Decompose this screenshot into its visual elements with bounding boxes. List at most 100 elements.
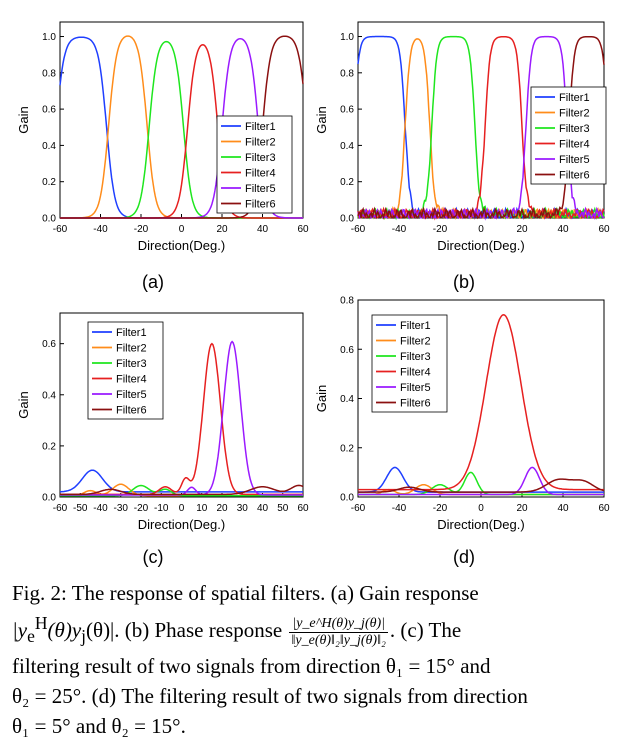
- legend-label: Filter6: [559, 170, 590, 182]
- series-line-filter6: [357, 35, 605, 220]
- x-axis-label: Direction(Deg.): [138, 238, 225, 253]
- x-axis-label: Direction(Deg.): [138, 517, 225, 532]
- x-tick-label: 20: [216, 224, 228, 235]
- x-tick-label: 60: [297, 503, 309, 514]
- legend-label: Filter2: [559, 108, 590, 120]
- y-tick-label: 0.2: [42, 177, 56, 188]
- y-axis-label: Gain: [16, 391, 31, 418]
- x-tick-label: -20: [134, 503, 149, 514]
- subfigure-label: (b): [453, 272, 475, 292]
- x-tick-label: 40: [557, 503, 569, 514]
- y-tick-label: 0.0: [42, 214, 56, 225]
- x-tick-label: -60: [351, 224, 366, 235]
- caption-line-1: Fig. 2: The response of spatial filters.…: [12, 581, 479, 605]
- legend-label: Filter4: [116, 374, 147, 386]
- legend-label: Filter2: [245, 137, 276, 149]
- legend-label: Filter2: [116, 343, 147, 355]
- legend-label: Filter3: [559, 123, 590, 135]
- x-tick-label: -40: [93, 503, 108, 514]
- y-axis-label: Gain: [314, 385, 329, 412]
- caption-line-4: θ₂ = 25°. (d) The filtering result of tw…: [12, 684, 528, 709]
- x-tick-label: 20: [516, 503, 528, 514]
- phase-fraction: |y_e^H(θ)y_j(θ)| ‖y_e(θ)‖₂‖y_j(θ)‖₂: [289, 616, 388, 649]
- legend: Filter1 Filter2 Filter3 Filter4 Filter5 Filte…: [530, 86, 607, 185]
- legend-label: Filter1: [559, 92, 590, 104]
- y-tick-label: 0.0: [340, 493, 354, 504]
- y-tick-label: 0.6: [42, 105, 56, 116]
- legend-label: Filter1: [400, 320, 431, 332]
- y-tick-label: 0.6: [42, 339, 56, 350]
- x-axis-label: Direction(Deg.): [437, 238, 524, 253]
- phase-fraction-den: ‖y_e(θ)‖₂‖y_j(θ)‖₂: [291, 632, 386, 648]
- x-tick-label: 20: [516, 224, 528, 235]
- legend-label: Filter4: [559, 139, 590, 151]
- y-tick-label: 0.2: [340, 443, 354, 454]
- y-tick-label: 0.4: [340, 394, 354, 405]
- figure: -60 -40 -20 0 20 40 60 0.0 0.2 0.4 0.6 0.8 1.0 Direct…: [16, 21, 610, 568]
- legend-label: Filter4: [400, 367, 431, 379]
- y-tick-label: 0.8: [340, 296, 354, 307]
- x-tick-label: -60: [351, 503, 366, 514]
- series-line-filter6: [358, 478, 605, 493]
- phase-fraction-num: |y_e^H(θ)y_j(θ)|: [289, 616, 388, 633]
- y-axis-label: Gain: [314, 106, 329, 133]
- legend-box: [216, 115, 293, 214]
- caption-line-2: |yeH(θ)yj(θ)|. (b) Phase response |y_e^H…: [12, 613, 462, 649]
- x-tick-label: -40: [392, 224, 407, 235]
- legend-label: Filter6: [245, 199, 276, 211]
- legend-box: [371, 314, 448, 413]
- caption-gain-formula-a: |y: [12, 618, 28, 642]
- chart-panel-2: -60 -40 -20 0 20 40 60 0.0 0.2 0.4 0.6 0.8 1.0 Direct…: [314, 21, 610, 292]
- legend-label: Filter1: [245, 121, 276, 133]
- legend-label: Filter6: [116, 405, 147, 417]
- y-tick-label: 0.0: [340, 214, 354, 225]
- x-axis-label: Direction(Deg.): [437, 517, 524, 532]
- x-tick-label: -50: [73, 503, 88, 514]
- y-tick-label: 1.0: [340, 32, 354, 43]
- figure-caption: Fig. 2: The response of spatial filters.…: [12, 578, 623, 741]
- chart-panel-4: -60 -40 -20 0 20 40 60 0.0 0.2 0.4 0.6 0.8 Direction…: [314, 296, 610, 568]
- y-tick-label: 0.6: [340, 345, 354, 356]
- x-tick-label: -60: [53, 224, 68, 235]
- x-tick-label: 0: [179, 503, 185, 514]
- y-tick-label: 0.8: [340, 68, 354, 79]
- legend: Filter1 Filter2 Filter3 Filter4 Filter5 Filte…: [371, 314, 448, 413]
- x-tick-label: -20: [433, 503, 448, 514]
- caption-gain-formula-b: (θ)y: [47, 618, 82, 642]
- y-tick-label: 0.0: [42, 493, 56, 504]
- legend: Filter1 Filter2 Filter3 Filter4 Filter5 Filte…: [87, 321, 164, 420]
- x-tick-label: 40: [557, 224, 569, 235]
- caption-line-2-end: . (c) The: [389, 618, 462, 642]
- x-tick-label: -30: [114, 503, 129, 514]
- x-tick-label: -20: [134, 224, 149, 235]
- x-tick-label: 60: [598, 224, 610, 235]
- x-tick-label: 60: [598, 503, 610, 514]
- legend: Filter1 Filter2 Filter3 Filter4 Filter5 Filte…: [216, 115, 293, 214]
- legend-label: Filter3: [245, 152, 276, 164]
- y-tick-label: 0.4: [42, 141, 56, 152]
- subfigure-label: (a): [142, 272, 164, 292]
- legend-label: Filter5: [245, 183, 276, 195]
- caption-line-3: filtering result of two signals from dir…: [12, 654, 491, 679]
- legend-label: Filter6: [400, 398, 431, 410]
- caption-gain-formula-c: (θ)|. (b) Phase response: [86, 618, 283, 642]
- legend-label: Filter5: [559, 154, 590, 166]
- series-line-filter5: [358, 466, 604, 496]
- y-tick-label: 0.4: [340, 141, 354, 152]
- caption-line-5: θ₁ = 5° and θ₂ = 15°.: [12, 714, 186, 739]
- x-tick-label: 40: [257, 224, 269, 235]
- y-tick-label: 0.6: [340, 105, 354, 116]
- legend-label: Filter3: [400, 351, 431, 363]
- legend-label: Filter3: [116, 358, 147, 370]
- legend-label: Filter5: [400, 382, 431, 394]
- legend-box: [87, 321, 164, 420]
- x-tick-label: 10: [196, 503, 208, 514]
- series-line-filter1: [59, 469, 303, 493]
- x-tick-label: 0: [179, 224, 185, 235]
- y-axis-label: Gain: [16, 106, 31, 133]
- x-tick-label: -60: [53, 503, 68, 514]
- x-tick-label: -40: [93, 224, 108, 235]
- x-tick-label: -20: [433, 224, 448, 235]
- series-line-filter6: [60, 484, 304, 496]
- x-tick-label: 0: [478, 503, 484, 514]
